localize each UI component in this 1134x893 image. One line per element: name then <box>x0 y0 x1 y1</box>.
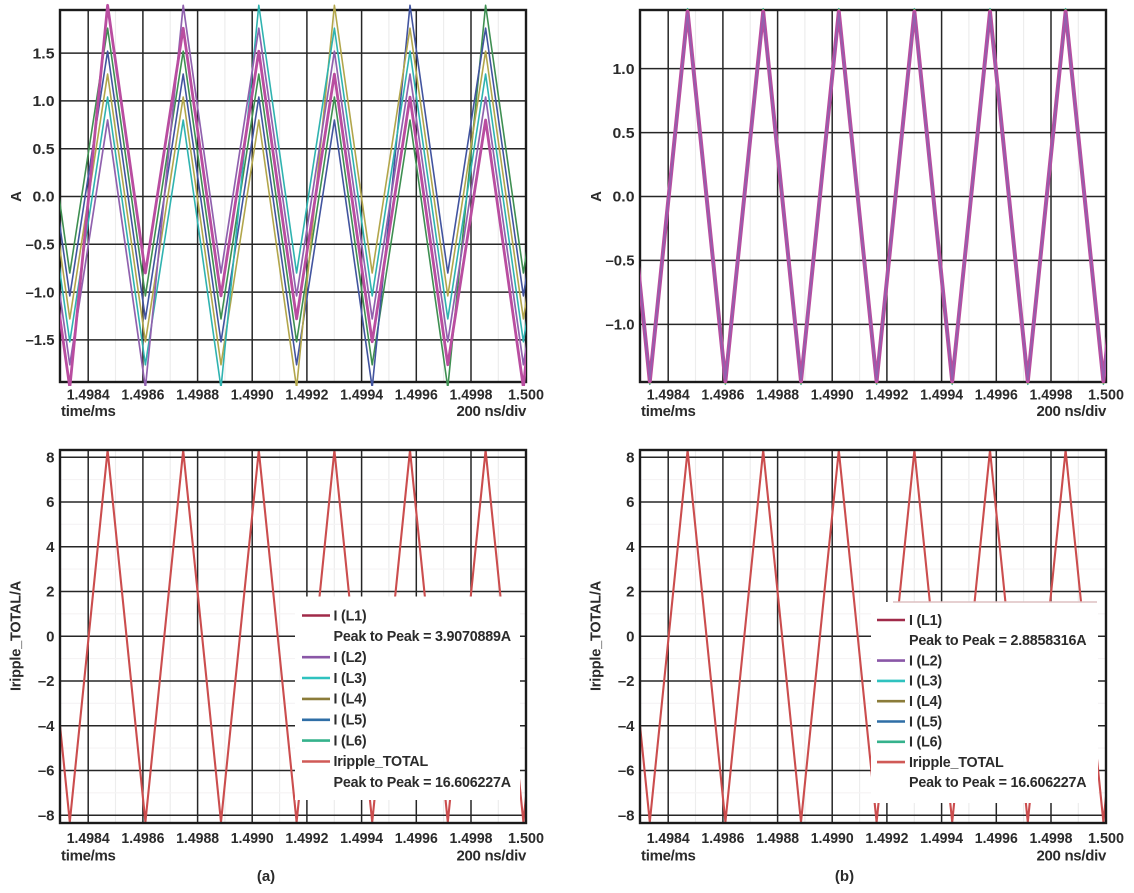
svg-text:Peak to Peak = 2.8858316A: Peak to Peak = 2.8858316A <box>909 633 1086 649</box>
svg-text:I (L6): I (L6) <box>909 735 942 751</box>
svg-text:I (L4): I (L4) <box>909 694 942 710</box>
svg-text:1.4992: 1.4992 <box>865 387 908 404</box>
svg-text:I (L1): I (L1) <box>909 613 942 629</box>
svg-text:(b): (b) <box>835 868 854 885</box>
svg-text:1.4994: 1.4994 <box>340 387 384 404</box>
svg-text:Iripple_TOTAL: Iripple_TOTAL <box>909 755 1004 771</box>
svg-text:Peak to Peak = 16.606227A: Peak to Peak = 16.606227A <box>334 775 511 791</box>
svg-text:0.5: 0.5 <box>33 141 55 158</box>
svg-text:200 ns/div: 200 ns/div <box>456 403 526 420</box>
svg-text:2: 2 <box>626 584 634 601</box>
svg-text:A: A <box>588 191 605 202</box>
svg-text:1.4986: 1.4986 <box>121 387 164 404</box>
svg-text:–1.5: –1.5 <box>26 332 55 349</box>
svg-text:–6: –6 <box>618 763 635 780</box>
svg-text:–4: –4 <box>618 718 635 735</box>
svg-text:200 ns/div: 200 ns/div <box>456 848 526 865</box>
svg-text:1.4990: 1.4990 <box>231 830 274 847</box>
svg-text:–0.5: –0.5 <box>606 253 635 270</box>
svg-text:–4: –4 <box>38 718 55 735</box>
svg-text:Iripple_TOTAL: Iripple_TOTAL <box>334 754 429 770</box>
svg-text:1.4984: 1.4984 <box>647 387 691 404</box>
svg-text:1.4994: 1.4994 <box>340 830 384 847</box>
svg-text:200 ns/div: 200 ns/div <box>1036 848 1106 865</box>
svg-text:0.0: 0.0 <box>613 189 635 206</box>
svg-text:1.4984: 1.4984 <box>67 387 111 404</box>
svg-text:1.4990: 1.4990 <box>811 830 854 847</box>
svg-text:–0.5: –0.5 <box>26 237 55 254</box>
svg-text:1.4996: 1.4996 <box>975 387 1018 404</box>
svg-text:1.4986: 1.4986 <box>701 387 744 404</box>
svg-text:time/ms: time/ms <box>641 848 696 865</box>
svg-text:0: 0 <box>626 628 634 645</box>
svg-text:I (L6): I (L6) <box>334 733 367 749</box>
svg-text:–2: –2 <box>618 673 635 690</box>
svg-text:1.4996: 1.4996 <box>395 387 438 404</box>
svg-text:1.4994: 1.4994 <box>920 387 964 404</box>
svg-text:time/ms: time/ms <box>61 403 116 420</box>
svg-text:1.4992: 1.4992 <box>285 830 328 847</box>
svg-text:4: 4 <box>46 539 55 556</box>
svg-text:–2: –2 <box>38 673 55 690</box>
svg-text:I (L3): I (L3) <box>334 671 367 687</box>
svg-text:1.500: 1.500 <box>1088 387 1124 404</box>
svg-text:0.5: 0.5 <box>613 125 635 142</box>
svg-text:Peak to Peak = 16.606227A: Peak to Peak = 16.606227A <box>909 775 1086 791</box>
svg-text:1.4988: 1.4988 <box>756 387 799 404</box>
svg-text:I (L5): I (L5) <box>334 713 367 729</box>
svg-text:1.4998: 1.4998 <box>1030 830 1073 847</box>
svg-text:8: 8 <box>626 449 634 466</box>
svg-text:1.4988: 1.4988 <box>176 830 219 847</box>
svg-text:1.4992: 1.4992 <box>285 387 328 404</box>
svg-text:I (L2): I (L2) <box>334 650 367 666</box>
svg-text:0: 0 <box>46 628 54 645</box>
svg-text:1.500: 1.500 <box>508 387 544 404</box>
svg-text:–8: –8 <box>38 807 55 824</box>
svg-text:1.4990: 1.4990 <box>231 387 274 404</box>
svg-text:1.4998: 1.4998 <box>450 830 493 847</box>
svg-text:time/ms: time/ms <box>61 848 116 865</box>
svg-text:–6: –6 <box>38 763 55 780</box>
svg-text:–1.0: –1.0 <box>26 284 55 301</box>
svg-text:1.4992: 1.4992 <box>865 830 908 847</box>
svg-text:1.4988: 1.4988 <box>756 830 799 847</box>
svg-text:200 ns/div: 200 ns/div <box>1036 403 1106 420</box>
svg-text:1.4984: 1.4984 <box>67 830 111 847</box>
svg-text:1.5: 1.5 <box>33 45 55 62</box>
svg-text:I (L4): I (L4) <box>334 692 367 708</box>
svg-text:Iripple_TOTAL/A: Iripple_TOTAL/A <box>589 580 605 691</box>
svg-text:1.4986: 1.4986 <box>121 830 164 847</box>
svg-text:1.0: 1.0 <box>613 61 635 78</box>
svg-text:(a): (a) <box>257 868 275 885</box>
svg-text:1.4988: 1.4988 <box>176 387 219 404</box>
svg-text:8: 8 <box>46 449 54 466</box>
svg-text:1.500: 1.500 <box>508 830 544 847</box>
svg-text:2: 2 <box>46 584 54 601</box>
svg-text:1.4998: 1.4998 <box>1030 387 1073 404</box>
svg-text:1.4996: 1.4996 <box>395 830 438 847</box>
svg-text:A: A <box>8 191 25 202</box>
svg-text:–8: –8 <box>618 807 635 824</box>
svg-text:1.4986: 1.4986 <box>701 830 744 847</box>
svg-text:4: 4 <box>626 539 635 556</box>
svg-text:I (L3): I (L3) <box>909 674 942 690</box>
svg-text:I (L2): I (L2) <box>909 653 942 669</box>
svg-text:Peak to Peak = 3.9070889A: Peak to Peak = 3.9070889A <box>334 629 511 645</box>
svg-text:Iripple_TOTAL/A: Iripple_TOTAL/A <box>9 580 25 691</box>
svg-text:6: 6 <box>46 494 54 511</box>
svg-text:–1.0: –1.0 <box>606 317 635 334</box>
svg-text:1.4998: 1.4998 <box>450 387 493 404</box>
svg-text:I (L5): I (L5) <box>909 714 942 730</box>
svg-text:time/ms: time/ms <box>641 403 696 420</box>
svg-text:1.4984: 1.4984 <box>647 830 691 847</box>
svg-text:1.0: 1.0 <box>33 93 55 110</box>
svg-text:1.500: 1.500 <box>1088 830 1124 847</box>
svg-text:6: 6 <box>626 494 634 511</box>
svg-text:1.4994: 1.4994 <box>920 830 964 847</box>
svg-text:1.4990: 1.4990 <box>811 387 854 404</box>
svg-text:1.4996: 1.4996 <box>975 830 1018 847</box>
svg-text:I (L1): I (L1) <box>334 608 367 624</box>
svg-text:0.0: 0.0 <box>33 189 55 206</box>
